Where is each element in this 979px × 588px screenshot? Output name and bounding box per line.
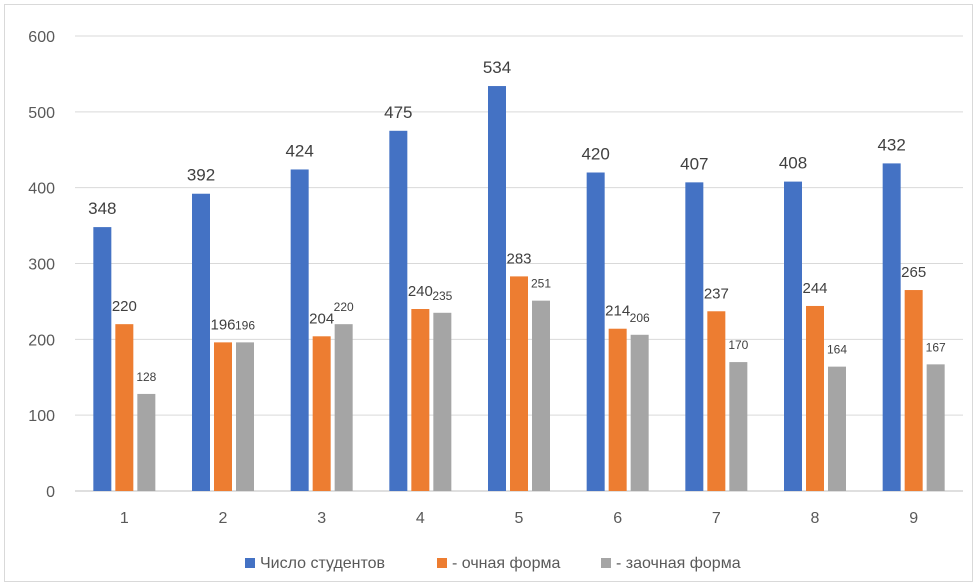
y-tick-label: 300 — [28, 257, 55, 274]
bar-2-5 — [510, 276, 528, 491]
x-tick-label: 6 — [613, 510, 622, 527]
data-label: 196 — [235, 318, 255, 332]
data-label: 220 — [112, 298, 137, 315]
data-label: 220 — [334, 300, 354, 314]
bar-3-2 — [236, 342, 254, 491]
data-label: 244 — [802, 280, 827, 297]
bar-1-4 — [389, 130, 408, 491]
bar-1-8 — [784, 181, 802, 491]
bar-3-5 — [532, 300, 550, 491]
y-axis-ticks: 0 100 200 300 400 500 600 — [28, 29, 55, 501]
bar-3-3 — [334, 324, 353, 491]
data-label: 424 — [285, 141, 313, 160]
data-label: 237 — [704, 285, 729, 302]
y-tick-label: 400 — [28, 181, 55, 198]
x-tick-label: 8 — [811, 510, 820, 527]
bar-1-3 — [290, 169, 309, 491]
data-label: 265 — [901, 264, 926, 281]
data-label: 164 — [827, 343, 847, 357]
data-label: 348 — [88, 199, 116, 218]
data-label: 475 — [384, 103, 412, 122]
bar-2-1 — [115, 324, 134, 491]
legend-label: Число студентов — [260, 555, 385, 572]
bar-3-7 — [729, 362, 748, 491]
y-tick-label: 0 — [46, 484, 55, 501]
bar-2-9 — [904, 290, 923, 491]
legend-label: - очная форма — [452, 555, 560, 572]
data-label: 408 — [779, 154, 807, 173]
bar-2-7 — [707, 311, 726, 491]
x-tick-label: 7 — [712, 510, 721, 527]
data-label: 204 — [309, 310, 334, 327]
data-label: 235 — [432, 289, 452, 303]
data-label: 432 — [877, 135, 905, 154]
bars — [93, 86, 945, 492]
bar-2-8 — [806, 305, 824, 491]
x-tick-label: 5 — [515, 510, 524, 527]
data-label: 167 — [926, 340, 946, 354]
data-label: 196 — [210, 316, 235, 333]
bar-3-9 — [926, 364, 945, 491]
data-label: 251 — [531, 277, 551, 291]
bar-1-6 — [586, 172, 605, 491]
legend-label: - заочная форма — [616, 555, 741, 572]
legend-swatch — [245, 558, 255, 568]
legend: Число студентов - очная форма - заочная фо… — [245, 555, 741, 572]
x-tick-label: 9 — [909, 510, 918, 527]
x-tick-label: 2 — [219, 510, 228, 527]
data-label: 392 — [187, 166, 215, 185]
data-label: 407 — [680, 154, 708, 173]
y-tick-label: 100 — [28, 408, 55, 425]
bar-3-1 — [137, 393, 156, 491]
x-tick-label: 4 — [416, 510, 425, 527]
data-label: 170 — [728, 338, 748, 352]
y-tick-label: 500 — [28, 105, 55, 122]
bar-3-4 — [433, 312, 452, 491]
bar-1-7 — [685, 182, 704, 491]
bar-2-4 — [411, 309, 430, 491]
chart-frame: 0 100 200 300 400 500 600 348 220 128 392 196 196 42… — [4, 4, 973, 582]
bar-1-9 — [882, 163, 901, 491]
y-tick-label: 600 — [28, 29, 55, 46]
bar-2-6 — [608, 328, 627, 491]
x-axis-ticks: 1 2 3 4 5 6 7 8 9 — [120, 510, 918, 527]
bar-2-2 — [214, 342, 232, 491]
bar-3-8 — [828, 366, 846, 491]
y-tick-label: 200 — [28, 332, 55, 349]
legend-swatch — [601, 558, 611, 568]
data-label: 283 — [506, 250, 531, 267]
x-tick-label: 3 — [317, 510, 326, 527]
bar-1-1 — [93, 227, 112, 491]
data-label: 128 — [136, 370, 156, 384]
bar-2-3 — [312, 336, 331, 491]
data-label: 420 — [581, 145, 609, 164]
data-label: 214 — [605, 303, 630, 320]
bar-1-5 — [488, 86, 506, 492]
data-label: 534 — [483, 58, 511, 77]
data-label: 240 — [408, 283, 433, 300]
legend-swatch — [437, 558, 447, 568]
x-tick-label: 1 — [120, 510, 129, 527]
bar-1-2 — [192, 193, 210, 491]
bar-3-6 — [630, 334, 649, 491]
data-label: 206 — [630, 311, 650, 325]
